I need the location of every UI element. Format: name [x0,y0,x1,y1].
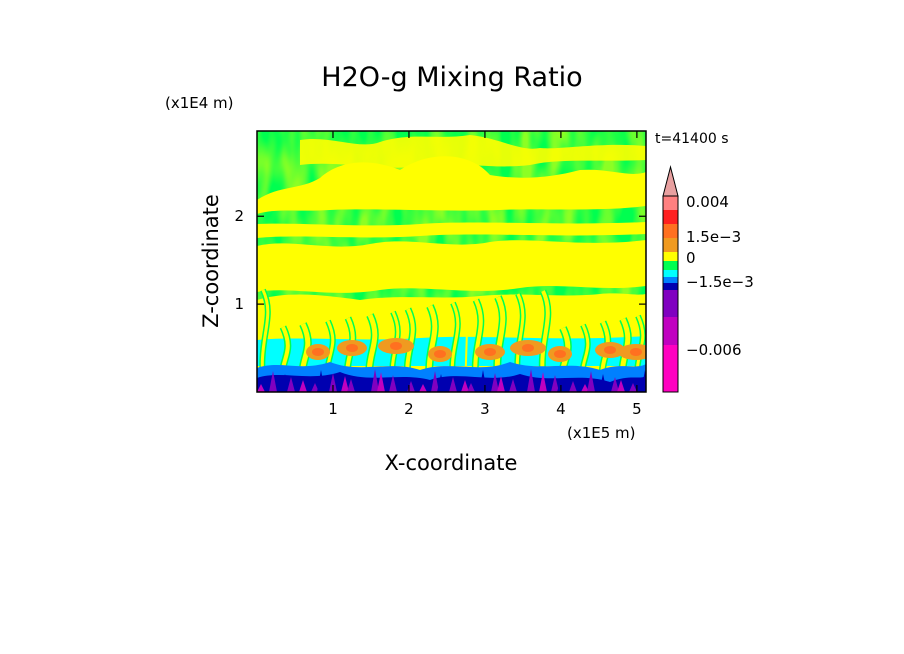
dry-spike [647,373,655,392]
colorbar-label: 0.004 [686,193,729,211]
y-axis-label: Z-coordinate [199,194,223,328]
moist-blob-core [434,350,446,358]
colorbar-segment [663,283,678,290]
colorbar-segment [663,196,678,210]
dry-spike [641,370,646,392]
x-axis-label: X-coordinate [385,451,518,475]
dry-spike [347,379,355,392]
moist-blob-core [312,348,324,356]
y-unit-label: (x1E4 m) [165,94,234,112]
dry-spike [491,373,499,392]
colorbar-label: −1.5e−3 [686,273,754,291]
moist-blob-core [554,350,566,358]
moist-blob-core [630,348,642,356]
dry-spike [617,380,625,392]
dry-spike [611,377,619,392]
dry-spike [509,379,517,392]
colorbar-segment [663,252,678,261]
dry-spike [257,384,265,392]
x-tick-label: 4 [556,400,566,418]
colorbar-label: −0.006 [686,341,742,359]
colorbar-frame [662,195,679,393]
contour-field [257,131,655,392]
dry-spike [551,375,559,392]
y-tick-label: 1 [234,295,244,313]
y-tick-label: 2 [234,207,244,225]
colorbar-segment [663,345,678,392]
dry-spike [521,382,529,392]
x-unit-label: (x1E5 m) [567,424,636,442]
dry-spike [287,377,295,392]
dry-spike [389,375,397,392]
moist-blob-core [346,344,358,352]
dry-spike [269,371,277,392]
dry-spike [281,374,289,392]
colorbar-segment [663,224,678,238]
dry-spike [419,384,427,392]
dry-spike [467,383,475,392]
colorbar-segment [663,238,678,252]
x-tick-label: 3 [480,400,490,418]
dry-spike [329,373,337,392]
time-label: t=41400 s [655,131,729,147]
colorbar-segment [663,270,678,277]
colorbar-segment [663,317,678,345]
dry-spike [341,376,349,392]
plot-frame [256,130,647,393]
colorbar-label: 0 [686,249,696,267]
dry-spike [359,382,367,392]
dry-spike [587,371,595,392]
dry-spike [449,377,457,392]
x-tick-label: 5 [632,400,642,418]
dry-spike [317,370,325,392]
dry-spike [569,381,577,392]
dry-spike [299,380,307,392]
chart-title: H2O-g Mixing Ratio [321,62,582,93]
colorbar [662,165,679,393]
dry-spike [437,374,445,392]
colorbar-segment [663,277,678,283]
dry-spike [497,376,505,392]
colorbar-segment [663,261,678,270]
dry-spike [539,372,547,392]
dry-spike [527,369,535,392]
moist-blob-core [604,346,616,354]
dry-spike [431,371,439,392]
x-tick-label: 2 [404,400,414,418]
colorbar-segment [663,290,678,317]
dry-spike [461,380,469,392]
colorbar-segment [663,210,678,224]
dry-spike [371,369,379,392]
dry-spike [599,374,607,392]
colorbar-label: 1.5e−3 [686,228,741,246]
dry-spike [377,372,385,392]
moist-blob-core [484,348,496,356]
dry-spike [581,384,589,392]
dry-spike [629,383,637,392]
dry-spike [311,383,319,392]
dry-spike [401,378,409,392]
colorbar-arrow [662,165,679,197]
moist-blob-core [522,344,534,352]
moist-blob-core [390,342,402,350]
x-tick-label: 1 [328,400,338,418]
